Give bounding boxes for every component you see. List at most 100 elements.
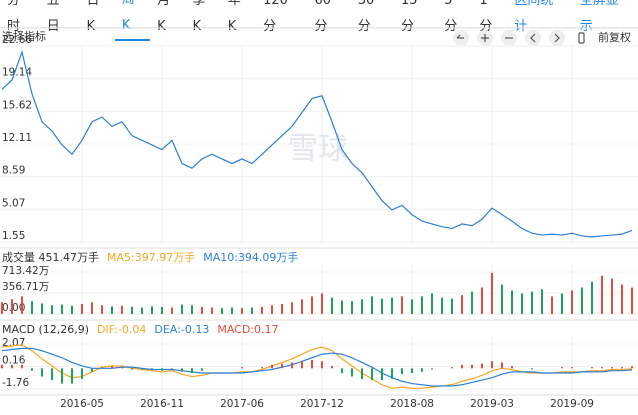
bar: [511, 365, 513, 369]
bar: [31, 368, 33, 371]
bar: [611, 367, 613, 369]
y-tick-label: -1.76: [2, 377, 29, 389]
y-tick-label: 22.66: [2, 34, 32, 46]
bar: [461, 364, 463, 369]
adjust-select[interactable]: 前复权: [598, 30, 631, 44]
bar: [581, 287, 583, 314]
action-button[interactable]: 全屏显示: [579, 0, 619, 34]
bar: [501, 284, 503, 314]
bar: [51, 368, 53, 381]
y-tick-label: 15.62: [2, 99, 32, 111]
bar: [151, 306, 153, 314]
tool-icons: [453, 30, 585, 46]
period-tab[interactable]: 30分: [357, 0, 375, 34]
period-tab[interactable]: 周K: [114, 0, 151, 41]
y-tick-label: 5.07: [2, 197, 25, 209]
bar: [171, 368, 173, 370]
action-button[interactable]: 区间统计: [514, 0, 554, 34]
x-tick-label: 2016-05: [60, 398, 104, 410]
bar: [91, 302, 93, 314]
bar: [261, 306, 263, 314]
x-tick-label: 2019-09: [550, 398, 594, 410]
legend-entry: MA5:397.97万手: [107, 250, 195, 264]
bar: [81, 368, 83, 379]
x-tick-label: 2016-11: [140, 398, 184, 410]
bar: [1, 364, 3, 369]
period-tab[interactable]: 五日: [46, 0, 60, 34]
bar: [401, 368, 403, 375]
bar: [191, 305, 193, 314]
bar: [141, 368, 143, 370]
bar: [421, 296, 423, 314]
bar: [301, 299, 303, 314]
legend-entry: DIF:-0.04: [97, 323, 146, 336]
bar: [421, 368, 423, 372]
bar: [481, 363, 483, 369]
bar: [11, 364, 13, 369]
period-tab[interactable]: 分时: [7, 0, 21, 34]
bar: [601, 367, 603, 369]
bar: [351, 301, 353, 314]
period-tab[interactable]: 5分: [444, 0, 458, 34]
bar: [111, 306, 113, 314]
bar: [631, 287, 633, 314]
left-icon[interactable]: [525, 30, 541, 46]
bar: [611, 278, 613, 314]
y-tick-label: 12.11: [2, 132, 32, 144]
bar: [211, 307, 213, 314]
bar: [241, 308, 243, 314]
bar: [361, 368, 363, 379]
bar: [131, 368, 133, 370]
y-tick-label: 713.42万: [2, 265, 49, 277]
period-tab[interactable]: 1分: [479, 0, 493, 34]
bar: [291, 302, 293, 314]
legend-entry: MA10:394.09万手: [203, 250, 298, 264]
y-tick-label: 0.00: [2, 302, 25, 314]
bar: [11, 299, 13, 314]
bar: [621, 367, 623, 369]
right-icon[interactable]: [549, 30, 565, 46]
bar: [101, 367, 103, 369]
indicator-select[interactable]: 选择指标: [2, 29, 46, 43]
bar: [231, 307, 233, 314]
bar: [271, 305, 273, 314]
bar: [471, 291, 473, 314]
bar: [161, 368, 163, 371]
period-tab[interactable]: 120分: [263, 0, 288, 34]
bar: [431, 293, 433, 314]
bar: [21, 296, 23, 314]
period-tab[interactable]: 日K: [86, 0, 100, 34]
bar: [91, 368, 93, 372]
bar: [291, 362, 293, 369]
period-tab[interactable]: 年K: [227, 0, 241, 34]
bar: [461, 295, 463, 314]
bar: [561, 293, 563, 314]
bar: [221, 308, 223, 314]
bar: [61, 304, 63, 314]
bar: [41, 368, 43, 377]
bar: [471, 364, 473, 369]
period-tab[interactable]: 季K: [192, 0, 206, 34]
period-tab[interactable]: 月K: [157, 0, 171, 34]
bar: [321, 293, 323, 314]
bar: [151, 368, 153, 370]
bar: [81, 303, 83, 314]
bar: [351, 368, 353, 377]
actions: 区间统计 全屏显示: [507, 0, 638, 40]
bar: [411, 368, 413, 374]
period-tab[interactable]: 15分: [401, 0, 418, 34]
period-tab[interactable]: 60分: [314, 0, 332, 34]
bar: [341, 368, 343, 374]
bar: [331, 365, 333, 369]
candle-icon[interactable]: [578, 32, 585, 44]
bar: [451, 367, 453, 369]
bar: [301, 361, 303, 369]
y-tick-label: 356.71万: [2, 281, 49, 293]
x-tick-label: 2019-03: [470, 398, 514, 410]
bar: [121, 367, 123, 369]
bar: [31, 301, 33, 314]
bar: [451, 298, 453, 314]
bar: [71, 368, 73, 384]
